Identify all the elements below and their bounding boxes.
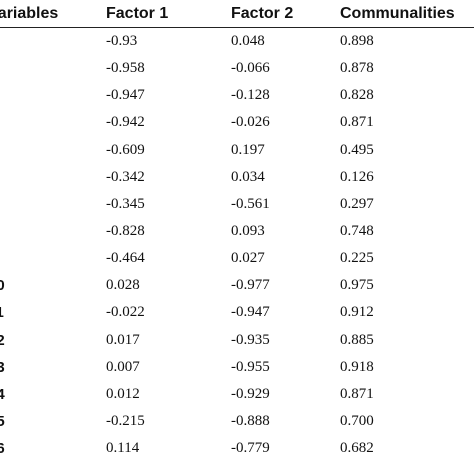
factor-2-cell: -0.977 — [231, 277, 270, 294]
table-row: 15 -0.215 -0.888 0.700 — [0, 408, 474, 435]
factor-1-cell: -0.609 — [106, 141, 145, 158]
factor-2-cell: 0.027 — [231, 250, 265, 267]
table-row: 12 0.017 -0.935 0.885 — [0, 327, 474, 354]
factor-2-cell: -0.128 — [231, 87, 270, 104]
variable-cell: 11 — [0, 299, 106, 326]
table-row: 10 0.028 -0.977 0.975 — [0, 272, 474, 299]
communality-cell: 0.975 — [340, 277, 374, 294]
communality-cell: 0.495 — [340, 141, 374, 158]
factor-1-cell: 0.007 — [106, 358, 140, 375]
variable-cell: 12 — [0, 331, 5, 349]
communality-cell: 0.225 — [340, 250, 374, 267]
header-variables: Variables — [0, 0, 106, 28]
communality-cell: 0.748 — [340, 223, 374, 240]
factor-1-cell: -0.215 — [106, 413, 145, 430]
communality-cell: 0.912 — [340, 304, 374, 321]
factor-2-cell: -0.929 — [231, 385, 270, 402]
table-row: 1-0.93 0.048 0.898 — [0, 28, 474, 56]
variable-cell: 10 — [0, 277, 5, 295]
table-row: 16 0.114 -0.779 0.682 — [0, 435, 474, 462]
factor-table-container: Variables Factor 1 Factor 2 Communalitie… — [0, 0, 474, 463]
factor-1-cell: 0.028 — [106, 277, 140, 294]
variable-cell: 6 — [0, 164, 106, 191]
table-row: 8-0.828 0.093 0.748 — [0, 218, 474, 245]
communality-cell: 0.700 — [340, 413, 374, 430]
factor-1-cell: -0.345 — [106, 195, 145, 212]
factor-1-cell: 0.012 — [106, 385, 140, 402]
communality-cell: 0.918 — [340, 358, 374, 375]
variable-cell: 4 — [0, 109, 106, 136]
variable-cell: 2 — [0, 55, 106, 82]
variable-cell: 1 — [0, 28, 106, 56]
table-body: 1-0.930.0480.8982-0.958-0.0660.8783-0.94… — [0, 28, 474, 463]
factor-2-cell: 0.034 — [231, 168, 265, 185]
table-row: 5-0.609 0.197 0.495 — [0, 137, 474, 164]
factor-1-cell: -0.947 — [106, 87, 145, 104]
variable-cell: 7 — [0, 191, 106, 218]
table-row: 9-0.464 0.027 0.225 — [0, 245, 474, 272]
variable-cell: 8 — [0, 218, 106, 245]
header-factor-1: Factor 1 — [106, 0, 231, 28]
factor-1-cell: -0.022 — [106, 304, 145, 321]
factor-2-cell: -0.066 — [231, 60, 270, 77]
variable-cell: 9 — [0, 245, 106, 272]
communality-cell: 0.878 — [340, 60, 374, 77]
table-header-row: Variables Factor 1 Factor 2 Communalitie… — [0, 0, 474, 28]
factor-1-cell: -0.93 — [106, 33, 138, 50]
factor-loadings-table: Variables Factor 1 Factor 2 Communalitie… — [0, 0, 474, 463]
table-row: 6-0.342 0.034 0.126 — [0, 164, 474, 191]
communality-cell: 0.297 — [340, 195, 374, 212]
header-factor-2: Factor 2 — [231, 0, 340, 28]
table-row: 3-0.947 -0.128 0.828 — [0, 82, 474, 109]
variable-cell: 16 — [0, 440, 5, 458]
factor-2-cell: -0.955 — [231, 358, 270, 375]
variable-cell: 14 — [0, 385, 5, 403]
factor-2-cell: -0.947 — [231, 304, 270, 321]
table-row: 4-0.942 -0.026 0.871 — [0, 109, 474, 136]
factor-1-cell: -0.342 — [106, 168, 145, 185]
factor-1-cell: 0.114 — [106, 440, 140, 457]
table-row: 11-0.022 -0.947 0.912 — [0, 299, 474, 326]
communality-cell: 0.898 — [340, 33, 374, 50]
variable-cell: 3 — [0, 82, 106, 109]
factor-1-cell: 0.017 — [106, 331, 140, 348]
variable-cell: 5 — [0, 137, 106, 164]
table-row: 13 0.007 -0.955 0.918 — [0, 354, 474, 381]
factor-1-cell: -0.828 — [106, 223, 145, 240]
variable-cell: 15 — [0, 413, 5, 431]
factor-2-cell: 0.093 — [231, 223, 265, 240]
communality-cell: 0.828 — [340, 87, 374, 104]
factor-2-cell: -0.026 — [231, 114, 270, 131]
communality-cell: 0.871 — [340, 385, 374, 402]
table-row: 2-0.958 -0.066 0.878 — [0, 55, 474, 82]
factor-2-cell: 0.048 — [231, 33, 265, 50]
variable-cell: 13 — [0, 358, 5, 376]
factor-2-cell: -0.561 — [231, 195, 270, 212]
factor-2-cell: -0.935 — [231, 331, 270, 348]
communality-cell: 0.871 — [340, 114, 374, 131]
factor-1-cell: -0.958 — [106, 60, 145, 77]
factor-2-cell: 0.197 — [231, 141, 265, 158]
table-row: 7-0.345 -0.561 0.297 — [0, 191, 474, 218]
factor-2-cell: -0.779 — [231, 440, 270, 457]
factor-1-cell: -0.942 — [106, 114, 145, 131]
table-row: 14 0.012 -0.929 0.871 — [0, 381, 474, 408]
communality-cell: 0.682 — [340, 440, 374, 457]
header-communalities: Communalities — [340, 0, 474, 28]
factor-1-cell: -0.464 — [106, 250, 145, 267]
factor-2-cell: -0.888 — [231, 413, 270, 430]
communality-cell: 0.885 — [340, 331, 374, 348]
communality-cell: 0.126 — [340, 168, 374, 185]
